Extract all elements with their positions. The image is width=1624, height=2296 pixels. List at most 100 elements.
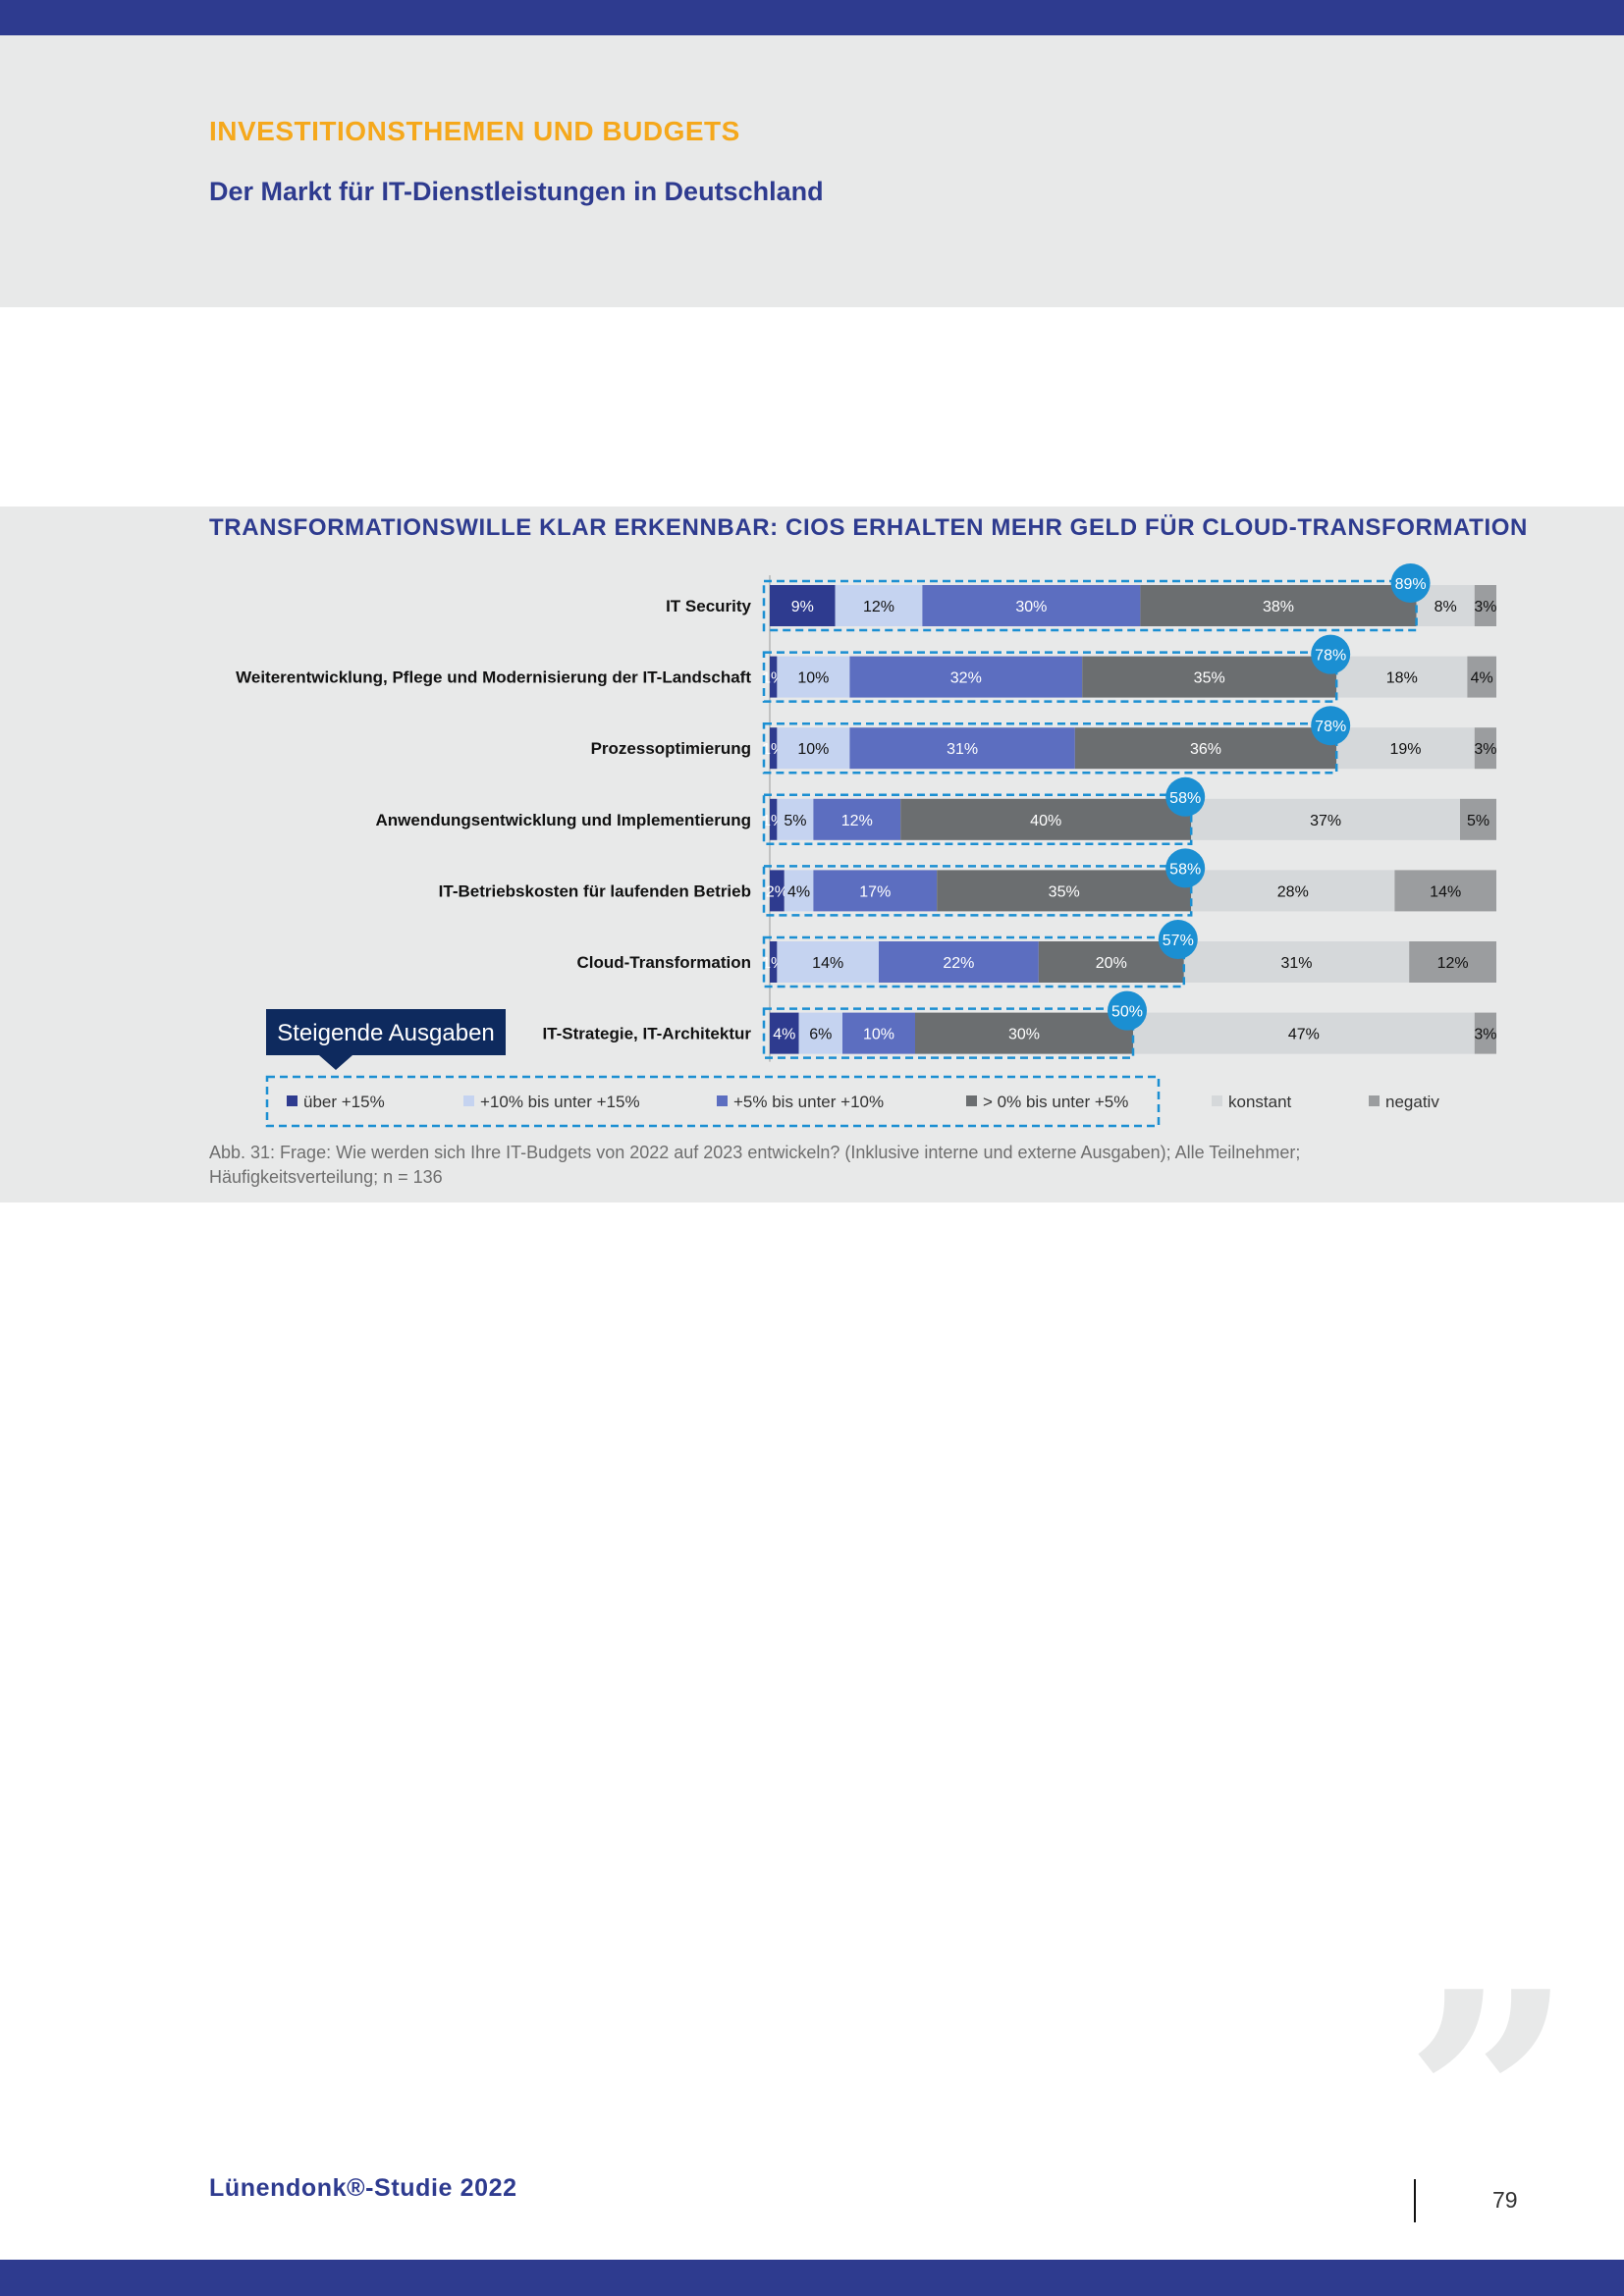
bar-segment-it-betriebskosten-fuer-laufenden-betrieb-5 (1191, 870, 1395, 912)
legend-highlight (265, 1075, 1161, 1128)
bar-segment-prozessoptimierung-6 (1474, 727, 1496, 770)
data-label-weiterentwicklung-pflege-und-modernisierung-der-it-landschaft-5: 18% (1386, 670, 1418, 687)
data-label-prozessoptimierung-2: 10% (797, 741, 829, 758)
data-label-it-strategie-it-architektur-2: 6% (809, 1027, 832, 1043)
bar-segment-cloud-transformation-4 (1038, 941, 1184, 983)
data-label-prozessoptimierung-5: 19% (1389, 741, 1421, 758)
bar-segment-anwendungsentwicklung-und-implementierung-2 (777, 798, 814, 840)
legend-swatch-6 (1369, 1095, 1380, 1106)
data-label-it-security-6: 3% (1474, 599, 1496, 615)
data-label-it-security-2: 12% (863, 599, 894, 615)
bar-segment-weiterentwicklung-pflege-und-modernisierung-der-it-landschaft-1 (770, 656, 778, 698)
data-label-it-betriebskosten-fuer-laufenden-betrieb-3: 17% (859, 883, 891, 900)
data-label-cloud-transformation-6: 12% (1437, 955, 1469, 972)
category-label-it-security: IT Security (666, 597, 751, 615)
legend-label-2: +10% bis unter +15% (480, 1093, 640, 1111)
bar-segment-it-strategie-it-architektur-1 (770, 1012, 799, 1054)
bar-segment-it-strategie-it-architektur-4 (915, 1012, 1133, 1054)
legend-label-1: über +15% (303, 1093, 385, 1111)
callout-pointer (319, 1055, 352, 1070)
bar-segment-prozessoptimierung-1 (770, 727, 778, 770)
data-label-it-security-3: 30% (1015, 599, 1047, 615)
header-band (0, 35, 1624, 307)
increase-highlight-weiterentwicklung-pflege-und-modernisierung-der-it-landschaft (762, 651, 1338, 703)
footer-brand: Lünendonk®-Studie 2022 (209, 2174, 517, 2202)
page-number: 79 (1492, 2187, 1518, 2213)
bar-segment-prozessoptimierung-4 (1074, 727, 1337, 770)
data-label-prozessoptimierung-4: 36% (1190, 741, 1221, 758)
category-label-prozessoptimierung: Prozessoptimierung (591, 739, 751, 758)
increase-highlight-prozessoptimierung (762, 721, 1338, 774)
bar-segment-prozessoptimierung-2 (777, 727, 850, 770)
bar-segment-it-security-3 (922, 585, 1141, 626)
increase-badge-it-betriebskosten-fuer-laufenden-betrieb (1165, 848, 1206, 888)
increase-badge-label-anwendungsentwicklung-und-implementierung: 58% (1169, 790, 1201, 807)
bar-segment-it-security-1 (770, 585, 836, 626)
bar-segment-it-betriebskosten-fuer-laufenden-betrieb-2 (784, 870, 814, 912)
data-label-it-security-5: 8% (1435, 599, 1457, 615)
category-label-anwendungsentwicklung-und-implementierung: Anwendungsentwicklung und Implementierun… (375, 811, 751, 829)
bar-segment-anwendungsentwicklung-und-implementierung-1 (770, 798, 778, 840)
bar-segment-it-strategie-it-architektur-2 (798, 1012, 842, 1054)
bar-segment-cloud-transformation-3 (879, 941, 1039, 983)
legend-label-6: negativ (1385, 1093, 1439, 1111)
data-label-it-betriebskosten-fuer-laufenden-betrieb-2: 4% (787, 883, 810, 900)
category-label-it-betriebskosten-fuer-laufenden-betrieb: IT-Betriebskosten für laufenden Betrieb (439, 881, 751, 900)
data-label-it-betriebskosten-fuer-laufenden-betrieb-4: 35% (1049, 883, 1080, 900)
data-label-anwendungsentwicklung-und-implementierung-2: 5% (784, 813, 806, 829)
increase-badge-label-weiterentwicklung-pflege-und-modernisierung-der-it-landschaft: 78% (1315, 648, 1346, 665)
callout-box (266, 1009, 506, 1055)
callout-label: Steigende Ausgaben (277, 1020, 495, 1046)
data-label-it-security-4: 38% (1263, 599, 1294, 615)
bar-segment-weiterentwicklung-pflege-und-modernisierung-der-it-landschaft-2 (777, 656, 850, 698)
increase-badge-anwendungsentwicklung-und-implementierung (1165, 776, 1206, 817)
data-label-anwendungsentwicklung-und-implementierung-6: 5% (1467, 813, 1489, 829)
bar-segment-anwendungsentwicklung-und-implementierung-3 (813, 798, 901, 840)
steigende-ausgaben-callout: Steigende Ausgaben (266, 1009, 506, 1070)
bar-segment-weiterentwicklung-pflege-und-modernisierung-der-it-landschaft-4 (1082, 656, 1337, 698)
legend-swatch-5 (1212, 1095, 1222, 1106)
increase-badge-label-it-betriebskosten-fuer-laufenden-betrieb: 58% (1169, 861, 1201, 878)
bar-segment-anwendungsentwicklung-und-implementierung-5 (1191, 798, 1460, 840)
data-label-weiterentwicklung-pflege-und-modernisierung-der-it-landschaft-6: 4% (1471, 670, 1493, 687)
bar-segment-cloud-transformation-6 (1409, 941, 1496, 983)
bar-segment-it-strategie-it-architektur-3 (842, 1012, 915, 1054)
bar-segment-cloud-transformation-2 (777, 941, 879, 983)
bar-segment-it-betriebskosten-fuer-laufenden-betrieb-3 (813, 870, 938, 912)
data-label-cloud-transformation-5: 31% (1280, 955, 1312, 972)
increase-badge-it-security (1390, 563, 1431, 603)
bar-segment-it-security-6 (1474, 585, 1496, 626)
data-label-it-security-1: 9% (791, 599, 814, 615)
data-label-weiterentwicklung-pflege-und-modernisierung-der-it-landschaft-3: 32% (950, 670, 982, 687)
bar-segment-cloud-transformation-1 (770, 941, 778, 983)
top-color-bar (0, 0, 1624, 35)
quote-mark-icon: ” (1404, 1927, 1574, 2273)
category-label-it-strategie-it-architektur: IT-Strategie, IT-Architektur (542, 1025, 751, 1043)
legend-swatch-4 (966, 1095, 977, 1106)
data-label-weiterentwicklung-pflege-und-modernisierung-der-it-landschaft-4: 35% (1194, 670, 1225, 687)
data-label-it-strategie-it-architektur-4: 30% (1008, 1027, 1040, 1043)
data-label-anwendungsentwicklung-und-implementierung-4: 40% (1030, 813, 1061, 829)
data-label-it-strategie-it-architektur-5: 47% (1288, 1027, 1320, 1043)
legend-swatch-3 (717, 1095, 728, 1106)
increase-badge-label-cloud-transformation: 57% (1163, 933, 1194, 949)
data-label-cloud-transformation-4: 20% (1096, 955, 1127, 972)
increase-highlight-anwendungsentwicklung-und-implementierung (762, 793, 1193, 846)
legend: über +15% +10% bis unter +15% +5% bis unte… (265, 1075, 1439, 1128)
bar-segment-weiterentwicklung-pflege-und-modernisierung-der-it-landschaft-5 (1336, 656, 1468, 698)
bar-segment-it-strategie-it-architektur-5 (1133, 1012, 1475, 1054)
data-label-cloud-transformation-3: 22% (943, 955, 974, 972)
bar-segment-prozessoptimierung-3 (849, 727, 1075, 770)
bar-segment-cloud-transformation-5 (1183, 941, 1410, 983)
increase-highlight-it-strategie-it-architektur (762, 1007, 1135, 1059)
data-label-it-strategie-it-architektur-1: 4% (773, 1027, 795, 1043)
bar-segment-it-strategie-it-architektur-6 (1474, 1012, 1496, 1054)
data-label-anwendungsentwicklung-und-implementierung-3: 12% (841, 813, 873, 829)
increase-badge-prozessoptimierung (1311, 706, 1351, 746)
increase-badge-label-prozessoptimierung: 78% (1315, 719, 1346, 735)
chart-title: TRANSFORMATIONSWILLE KLAR ERKENNBAR: CIO… (209, 514, 1528, 541)
bar-segment-it-betriebskosten-fuer-laufenden-betrieb-4 (937, 870, 1192, 912)
section-kicker: INVESTITIONSTHEMEN UND BUDGETS (209, 116, 740, 146)
category-label-cloud-transformation: Cloud-Transformation (576, 953, 751, 972)
data-label-prozessoptimierung-6: 3% (1474, 741, 1496, 758)
